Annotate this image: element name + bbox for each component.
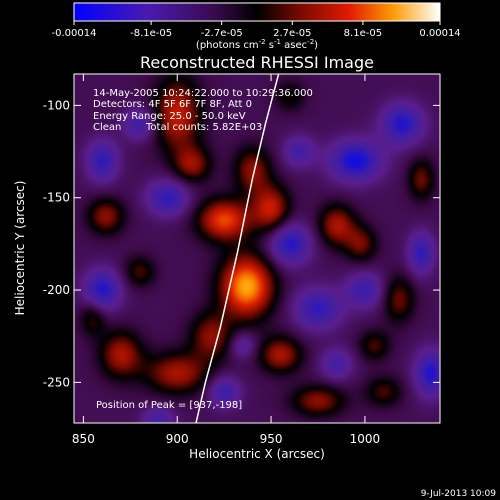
x-tick-label: 950: [260, 432, 283, 446]
chart-title: Reconstructed RHESSI Image: [140, 53, 374, 72]
x-tick-label: 850: [72, 432, 95, 446]
colorbar-tick-label: -8.1e-05: [130, 28, 172, 39]
annotation-detectors: Detectors: 4F 5F 6F 7F 8F, Att 0: [93, 99, 252, 110]
colorbar-tick-label: 8.1e-05: [344, 28, 382, 39]
annotation-clean: Clean: [93, 122, 121, 133]
plot-area: 850 900 950 1000 -100 -150 -200 -250: [43, 73, 441, 446]
y-tick-label: -100: [43, 98, 70, 112]
x-tick-label: 1000: [350, 432, 381, 446]
colorbar-tick-label: 0.00014: [419, 28, 460, 39]
plot-frame: [73, 73, 441, 424]
annotation-energy-range: Energy Range: 25.0 - 50.0 keV: [93, 111, 246, 122]
x-axis-ticks: 850 900 950 1000: [72, 74, 380, 446]
y-tick-label: -200: [43, 283, 70, 297]
y-axis-ticks: -100 -150 -200 -250: [43, 98, 440, 389]
y-axis-label: Heliocentric Y (arcsec): [13, 181, 27, 316]
y-tick-label: -150: [43, 191, 70, 205]
heatmap-image: [74, 74, 440, 423]
x-axis-label: Heliocentric X (arcsec): [189, 447, 325, 461]
solar-limb-curve: [195, 74, 280, 423]
colorbar-strip: [73, 2, 441, 22]
annotation-time-range: 14-May-2005 10:24:22.000 to 10:29:36.000: [93, 88, 313, 99]
y-tick-label: -250: [43, 375, 70, 389]
colorbar-label: (photons cm-2 s-1 asec-2): [196, 38, 318, 51]
colorbar-tick-label: 2.7e-05: [273, 28, 311, 39]
colorbar-tick-label: -0.00014: [52, 28, 97, 39]
footer-timestamp: 9-Jul-2013 10:09: [421, 489, 497, 499]
colorbar-ticks: -0.00014 -8.1e-05 -2.7e-05 2.7e-05 8.1e-05 0.…: [52, 21, 461, 39]
colorbar: -0.00014 -8.1e-05 -2.7e-05 2.7e-05 8.1e-05 0.…: [52, 2, 461, 51]
colorbar-tick-label: -2.7e-05: [201, 28, 243, 39]
x-tick-label: 900: [166, 432, 189, 446]
annotation-total-counts: Total counts: 5.82E+03: [145, 122, 262, 133]
annotations: 14-May-2005 10:24:22.000 to 10:29:36.000…: [93, 88, 313, 411]
annotation-peak-position: Position of Peak = [937,-198]: [96, 400, 242, 411]
